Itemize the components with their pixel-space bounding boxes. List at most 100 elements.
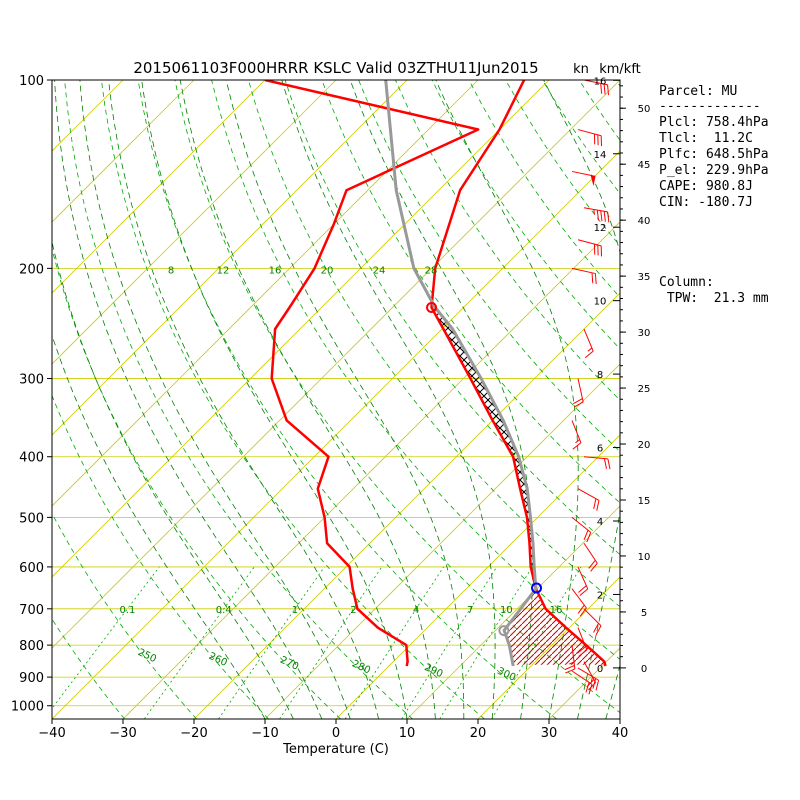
barb-staff (577, 627, 588, 651)
barb-half (575, 439, 580, 444)
lfc-marker (531, 582, 543, 594)
wind-barb (583, 608, 602, 636)
barb-full (578, 649, 588, 657)
barb-staff (583, 456, 608, 460)
info-line: P_el: 229.9hPa (659, 163, 769, 178)
barb-full (579, 588, 589, 597)
barb-full (583, 529, 589, 541)
moist-adiabat-line (141, 80, 408, 719)
dry-adiabat-line (211, 80, 620, 660)
barb-full (591, 272, 594, 284)
barb-staff (577, 488, 600, 501)
moist-adiabat-line (108, 80, 379, 719)
barb-full (588, 560, 596, 569)
barb-pennant (590, 175, 596, 187)
y-tick-label: 600 (19, 561, 44, 576)
barb-staff (583, 608, 602, 627)
mixing-ratio-line (143, 566, 255, 719)
saturated-adiabat-label: 28 (425, 265, 438, 276)
barb-full (585, 682, 590, 693)
mixing-ratio-line (401, 566, 498, 719)
kft-tick-label: 20 (638, 440, 651, 451)
plot-frame (47, 79, 626, 724)
isotherm-line (264, 363, 620, 719)
barb-full (578, 585, 587, 593)
dry-adiabat-line (64, 80, 413, 719)
mixing-ratio-label: 4 (413, 605, 419, 616)
barb-full (565, 668, 576, 674)
dry-adiabat-line (52, 618, 125, 719)
moist-adiabat-line (54, 80, 323, 719)
mixing-ratio-label: 2 (350, 605, 356, 616)
wind-barb (571, 170, 596, 187)
saturated-adiabat-label: 8 (168, 265, 174, 276)
info-line: Plfc: 648.5hPa (659, 147, 769, 162)
barb-staff (571, 588, 587, 609)
km-tick-label: 8 (597, 370, 603, 381)
mixing-ratio-label: 16 (550, 605, 563, 616)
barb-full (595, 625, 602, 636)
saturated-adiabat-label: 20 (321, 265, 334, 276)
isotherm-line (52, 80, 195, 223)
barb-full (579, 607, 587, 617)
barb-full (586, 532, 592, 543)
barb-full (564, 664, 575, 671)
barb-staff (583, 207, 608, 213)
dewpoint-line (264, 80, 480, 667)
barb-full (600, 210, 603, 222)
barb-full (593, 623, 599, 633)
y-tick-label: 700 (19, 603, 44, 618)
kft-tick-label: 45 (638, 160, 651, 171)
km-tick-label: 0 (597, 664, 603, 675)
barb-full (590, 562, 598, 572)
cin-area (504, 589, 606, 665)
wind-barb (577, 488, 600, 511)
dry-adiabat-line (52, 717, 53, 719)
kft-tick-label: 50 (638, 104, 651, 115)
km-tick-label: 16 (594, 76, 607, 87)
isotherm-line (193, 292, 620, 719)
moist-adiabat-line (179, 80, 436, 719)
barb-full (588, 682, 597, 691)
moist-adiabat-line (225, 80, 465, 719)
dry-adiabat-label: 270 (278, 655, 300, 673)
x-tick-label: 0 (332, 726, 340, 741)
moist-adiabat-line (605, 663, 620, 719)
barb-full (595, 680, 600, 691)
cape-area (432, 308, 536, 589)
wind-barb (577, 566, 589, 597)
y-tick-label: 900 (19, 671, 44, 686)
y-tick-label: 100 (19, 74, 44, 89)
isotherm-line (52, 80, 266, 294)
barb-staff (577, 239, 602, 247)
moist-adiabat-line (435, 80, 579, 719)
isotherm-line (335, 434, 620, 719)
barb-staff (571, 670, 593, 685)
km-tick-label: 6 (597, 444, 603, 455)
y-tick-label: 400 (19, 451, 44, 466)
wind-barb (583, 542, 598, 572)
barb-full (584, 350, 594, 359)
barb-staff (577, 129, 602, 137)
wind-barb (571, 670, 593, 695)
moist-adiabat-line (52, 240, 294, 719)
wind-barb (583, 456, 611, 470)
km-tick-label: 2 (597, 590, 603, 601)
barb-staff (583, 79, 608, 86)
kft-tick-label: 40 (638, 216, 651, 227)
dry-adiabat-line (395, 80, 620, 401)
saturated-adiabat-label: 16 (269, 265, 282, 276)
barb-staff (571, 516, 592, 533)
mixing-ratio-line (439, 566, 533, 719)
barb-full (572, 442, 582, 450)
km-tick-label: 4 (597, 517, 603, 528)
isotherm-line (477, 576, 620, 719)
dry-adiabat-line (52, 512, 197, 719)
dry-adiabat-label: 280 (350, 658, 372, 676)
level-markers (426, 302, 543, 637)
info-line: ------------- (659, 99, 761, 114)
x-tick-label: 30 (541, 726, 558, 741)
lcl-marker (498, 625, 510, 637)
moist-adiabat-line (79, 80, 351, 719)
